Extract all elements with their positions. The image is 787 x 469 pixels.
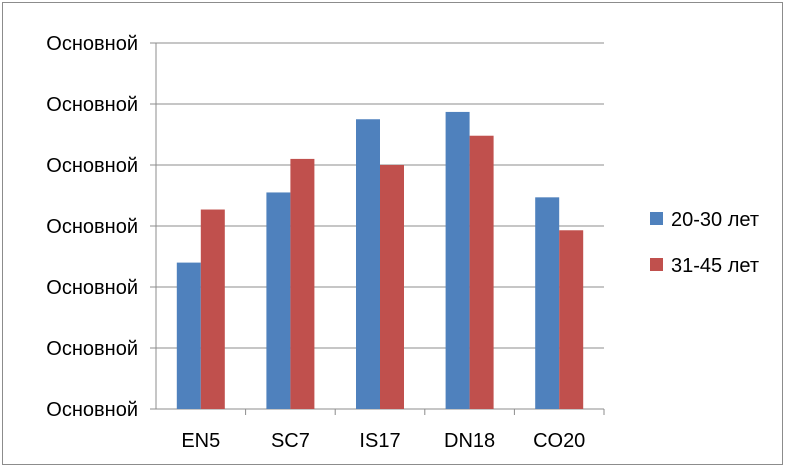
- legend-label: 20-30 лет: [671, 209, 759, 231]
- y-tick-label: Основной: [46, 33, 138, 55]
- y-tick-label: Основной: [46, 338, 138, 360]
- bar-series-2: [290, 158, 315, 409]
- bar-chart: Основной Основной Основной Основной Основной…: [46, 33, 759, 452]
- bar-series-1: [176, 262, 201, 409]
- bar-series-2: [559, 230, 584, 409]
- y-tick-label: Основной: [46, 216, 138, 238]
- bar-series-1: [266, 192, 291, 409]
- bar-series-2: [469, 135, 494, 409]
- bar-series-1: [356, 119, 380, 409]
- bar-series-1: [445, 111, 470, 410]
- y-tick-label: Основной: [46, 399, 138, 421]
- x-tick-label: CO20: [533, 430, 585, 452]
- bar-series-2: [200, 209, 225, 409]
- legend-swatch: [650, 212, 663, 225]
- x-tick-label: EN5: [181, 430, 220, 452]
- x-tick-label: IS17: [359, 430, 400, 452]
- legend-label: 31-45 лет: [671, 255, 759, 277]
- x-tick-label: SC7: [271, 430, 310, 452]
- bar-series-1: [535, 197, 560, 409]
- x-tick-label: DN18: [444, 430, 495, 452]
- y-tick-label: Основной: [46, 155, 138, 177]
- y-tick-label: Основной: [46, 94, 138, 116]
- y-tick-label: Основной: [46, 277, 138, 299]
- bar-series-2: [380, 165, 404, 409]
- chart-frame: Основной Основной Основной Основной Основной…: [2, 2, 783, 465]
- legend-swatch: [650, 258, 663, 271]
